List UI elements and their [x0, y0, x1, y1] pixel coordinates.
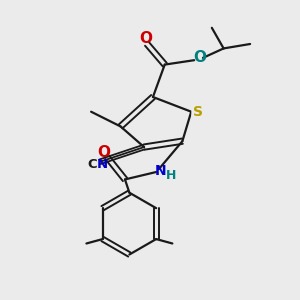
Text: O: O: [139, 31, 152, 46]
Text: H: H: [166, 169, 176, 182]
Text: S: S: [193, 105, 203, 119]
Text: O: O: [193, 50, 206, 65]
Text: N: N: [96, 158, 108, 171]
Text: S: S: [193, 105, 203, 119]
Text: C: C: [88, 158, 98, 171]
Text: O: O: [97, 145, 110, 160]
Text: N: N: [154, 164, 166, 178]
